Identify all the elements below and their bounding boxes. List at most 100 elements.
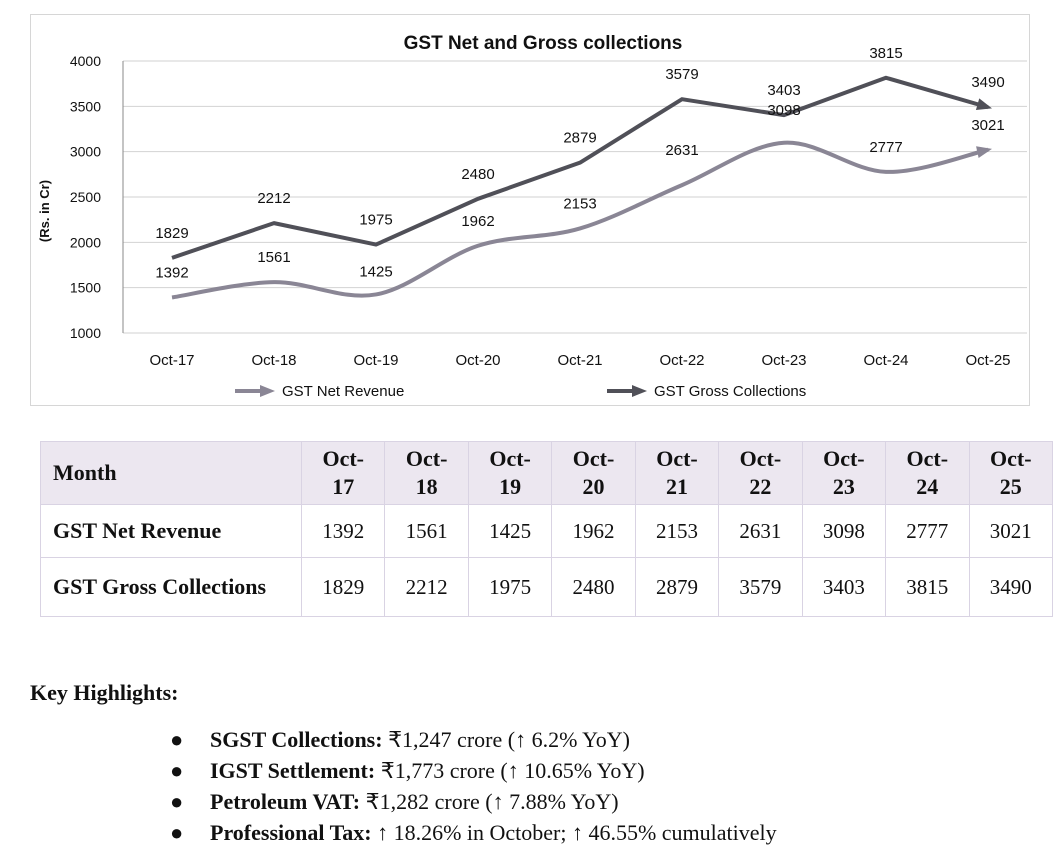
data-label: 2480 xyxy=(461,166,494,183)
highlight-label: Professional Tax: xyxy=(210,820,372,845)
table-cell: 1392 xyxy=(300,504,386,558)
highlight-item: ● SGST Collections: ₹1,247 crore (↑ 6.2% … xyxy=(170,724,777,755)
highlight-text: ↑ 18.26% in October; ↑ 46.55% cumulative… xyxy=(371,820,777,845)
table-header-month-cell: Oct-21 xyxy=(634,441,720,505)
bullet-icon: ● xyxy=(170,727,184,752)
table-header-month-cell: Oct-19 xyxy=(467,441,553,505)
table-cell: 3021 xyxy=(968,504,1053,558)
y-tick-label: 2000 xyxy=(70,234,101,250)
series-arrowhead xyxy=(976,146,992,158)
table-row: GST Net Revenue 1392 1561 1425 1962 2153 2631 3… xyxy=(40,504,1053,558)
table-header-month-cell: Oct-22 xyxy=(718,441,803,505)
row-label: GST Gross Collections xyxy=(40,557,302,617)
table-header-month-cell: Oct-20 xyxy=(551,441,636,505)
table-cell: 2212 xyxy=(384,557,469,617)
data-label: 2631 xyxy=(665,142,698,159)
y-tick-label: 4000 xyxy=(70,53,101,69)
legend-item: GST Net Revenue xyxy=(235,383,404,400)
legend-label: GST Net Revenue xyxy=(282,383,404,400)
month-label: Oct-18 xyxy=(405,446,448,499)
x-tick-label: Oct-18 xyxy=(251,352,296,369)
table-cell: 2631 xyxy=(718,504,803,558)
row-label: GST Net Revenue xyxy=(40,504,302,558)
data-label: 1962 xyxy=(461,213,494,230)
month-label: Oct-17 xyxy=(322,446,364,499)
bullet-icon: ● xyxy=(170,789,184,814)
data-label: 3021 xyxy=(971,117,1004,134)
highlight-label: SGST Collections: xyxy=(210,727,383,752)
table-cell: 3490 xyxy=(968,557,1053,617)
x-tick-label: Oct-22 xyxy=(659,352,704,369)
table-header-month-cell: Oct-23 xyxy=(801,441,887,505)
table-cell: 3403 xyxy=(801,557,887,617)
y-tick-label: 1500 xyxy=(70,280,101,296)
highlight-label: IGST Settlement: xyxy=(210,758,376,783)
data-label: 1561 xyxy=(257,249,290,266)
highlights-title: Key Highlights: xyxy=(30,680,179,705)
month-label: Oct-20 xyxy=(572,446,615,499)
month-label: Oct-23 xyxy=(823,446,865,499)
x-tick-label: Oct-23 xyxy=(761,352,806,369)
series-arrowhead xyxy=(975,98,992,110)
month-label: Oct-22 xyxy=(739,446,782,499)
data-table: Month Oct-17 Oct-18 Oct-19 Oct-20 Oct-21 Oct-… xyxy=(40,441,1053,617)
highlights-list: ● SGST Collections: ₹1,247 crore (↑ 6.2% … xyxy=(170,724,777,848)
highlight-item: ● Professional Tax: ↑ 18.26% in October; … xyxy=(170,817,777,848)
table-header-month: Month xyxy=(40,441,302,505)
table-cell: 2153 xyxy=(634,504,720,558)
line-chart: GST Net and Gross collections (Rs. in Cr… xyxy=(37,33,1027,400)
y-axis-label: (Rs. in Cr) xyxy=(37,180,52,242)
highlight-text: ₹1,282 crore (↑ 7.88% YoY) xyxy=(360,789,619,814)
table-cell: 1561 xyxy=(384,504,469,558)
data-label: 3815 xyxy=(869,45,902,62)
x-tick-label: Oct-19 xyxy=(353,352,398,369)
data-label: 3403 xyxy=(767,82,800,99)
highlight-label: Petroleum VAT: xyxy=(210,789,361,814)
x-tick-label: Oct-25 xyxy=(965,352,1010,369)
chart-container: GST Net and Gross collections (Rs. in Cr… xyxy=(30,14,1030,406)
table-cell: 2777 xyxy=(885,504,970,558)
chart-title: GST Net and Gross collections xyxy=(404,33,683,54)
month-label: Oct-24 xyxy=(906,446,949,499)
table-cell: 3579 xyxy=(718,557,803,617)
data-label: 2777 xyxy=(869,139,902,156)
bullet-icon: ● xyxy=(170,820,184,845)
table-cell: 1829 xyxy=(300,557,386,617)
month-label: Oct-19 xyxy=(489,446,531,499)
table-header-month-cell: Oct-24 xyxy=(885,441,970,505)
month-label: Oct-25 xyxy=(989,446,1032,499)
month-label: Oct-21 xyxy=(656,446,698,499)
highlight-text: ₹1,247 crore (↑ 6.2% YoY) xyxy=(382,727,630,752)
table-header-month-cell: Oct-18 xyxy=(384,441,469,505)
table-cell: 1975 xyxy=(467,557,553,617)
table-cell: 2480 xyxy=(551,557,636,617)
highlight-text: ₹1,773 crore (↑ 10.65% YoY) xyxy=(375,758,645,783)
x-tick-label: Oct-20 xyxy=(455,352,500,369)
data-label: 2153 xyxy=(563,195,596,212)
series-line-net-revenue xyxy=(171,140,989,300)
data-label: 1425 xyxy=(359,263,392,280)
legend-item: GST Gross Collections xyxy=(607,383,806,400)
y-tick-label: 3500 xyxy=(70,98,101,114)
y-tick-label: 3000 xyxy=(70,144,101,160)
table-cell: 3815 xyxy=(885,557,970,617)
y-tick-label: 2500 xyxy=(70,189,101,205)
data-label: 1829 xyxy=(155,225,188,242)
table-cell: 2879 xyxy=(634,557,720,617)
x-tick-label: Oct-21 xyxy=(557,352,602,369)
table-cell: 1425 xyxy=(467,504,553,558)
x-tick-label: Oct-17 xyxy=(149,352,194,369)
data-label: 3490 xyxy=(971,74,1004,91)
data-label: 1975 xyxy=(359,212,392,229)
highlight-item: ● IGST Settlement: ₹1,773 crore (↑ 10.65%… xyxy=(170,755,777,786)
data-label: 2879 xyxy=(563,130,596,147)
legend-arrow-icon xyxy=(260,385,275,397)
highlight-item: ● Petroleum VAT: ₹1,282 crore (↑ 7.88% Yo… xyxy=(170,786,777,817)
table-cell: 3098 xyxy=(801,504,887,558)
data-label: 2212 xyxy=(257,190,290,207)
y-tick-label: 1000 xyxy=(70,325,101,341)
table-row: GST Gross Collections 1829 2212 1975 2480 287… xyxy=(40,557,1053,617)
table-header-row: Month Oct-17 Oct-18 Oct-19 Oct-20 Oct-21 Oct-… xyxy=(40,441,1053,505)
table-cell: 1962 xyxy=(551,504,636,558)
bullet-icon: ● xyxy=(170,758,184,783)
